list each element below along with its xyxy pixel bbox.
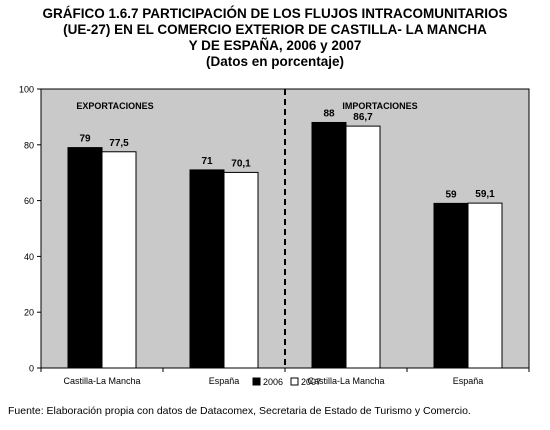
data-label: 88 bbox=[323, 108, 335, 119]
data-label: 77,5 bbox=[109, 138, 129, 149]
data-label: 79 bbox=[79, 134, 91, 145]
data-label: 70,1 bbox=[231, 158, 251, 169]
title-line-1: GRÁFICO 1.6.7 PARTICIPACIÓN DE LOS FLUJO… bbox=[42, 6, 508, 21]
title-line-2: (UE-27) EN EL COMERCIO EXTERIOR DE CASTI… bbox=[63, 22, 487, 37]
title-line-4: (Datos en porcentaje) bbox=[205, 54, 345, 69]
data-label: 59 bbox=[445, 189, 457, 200]
legend-swatch bbox=[290, 377, 299, 386]
x-category-label: España bbox=[453, 376, 484, 386]
bar bbox=[67, 147, 103, 369]
title-line-3: Y DE ESPAÑA, 2006 y 2007 bbox=[188, 38, 362, 53]
data-label: 59,1 bbox=[475, 189, 495, 200]
x-category-label: Castilla-La Mancha bbox=[307, 376, 384, 386]
legend-label: 2007 bbox=[301, 377, 321, 387]
y-tick-label: 20 bbox=[24, 308, 34, 318]
bar bbox=[189, 169, 225, 369]
x-category-label: España bbox=[209, 376, 240, 386]
data-label: 71 bbox=[201, 156, 213, 167]
bar bbox=[433, 202, 469, 369]
bar bbox=[311, 121, 347, 369]
bar bbox=[467, 202, 503, 369]
source-note: Fuente: Elaboración propia con datos de … bbox=[8, 405, 471, 417]
panel-label: IMPORTACIONES bbox=[342, 101, 417, 111]
y-tick-label: 80 bbox=[24, 140, 34, 150]
y-tick-label: 100 bbox=[19, 85, 34, 95]
y-tick-label: 40 bbox=[24, 252, 34, 262]
y-tick-label: 60 bbox=[24, 196, 34, 206]
x-category-label: Castilla-La Mancha bbox=[63, 376, 140, 386]
bar bbox=[223, 171, 259, 369]
legend-label: 2006 bbox=[263, 377, 283, 387]
data-label: 86,7 bbox=[353, 112, 373, 123]
panel-label: EXPORTACIONES bbox=[76, 101, 153, 111]
bar bbox=[101, 151, 137, 369]
bar bbox=[345, 125, 381, 369]
legend-swatch bbox=[252, 377, 261, 386]
y-tick-label: 0 bbox=[29, 364, 34, 374]
chart-title: GRÁFICO 1.6.7 PARTICIPACIÓN DE LOS FLUJO… bbox=[0, 6, 550, 70]
bar-chart: 0 20 40 60 80 100 EXPORTACIONES IMPORTACIONES 79… bbox=[19, 85, 530, 387]
